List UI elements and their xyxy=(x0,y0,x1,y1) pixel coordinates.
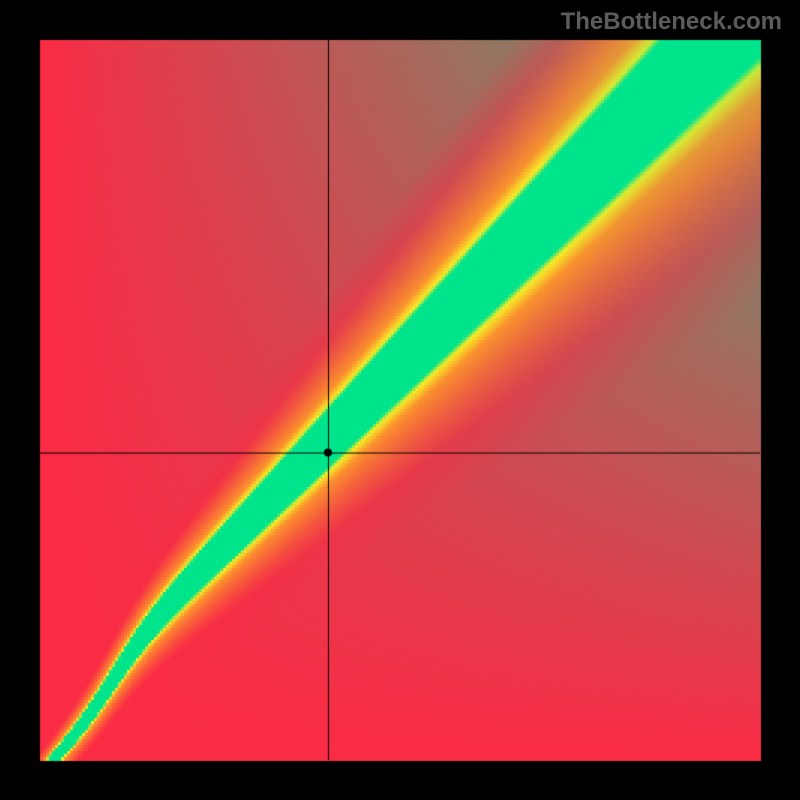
heatmap-canvas xyxy=(0,0,800,800)
chart-root: TheBottleneck.com xyxy=(0,0,800,800)
watermark-label: TheBottleneck.com xyxy=(561,8,782,36)
